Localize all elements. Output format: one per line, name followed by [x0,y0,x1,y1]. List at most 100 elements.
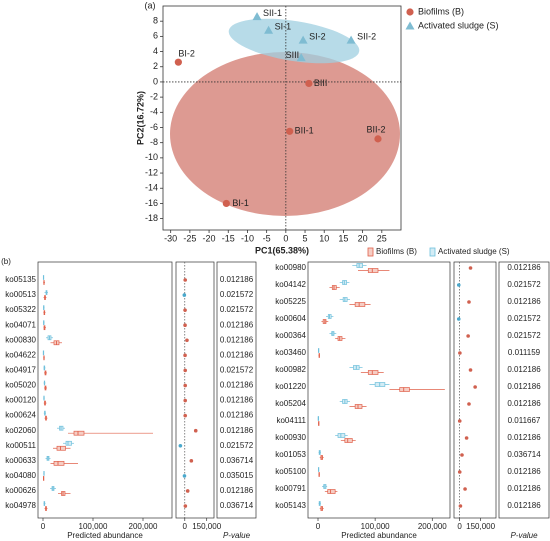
p-value: 0.021572 [220,441,254,450]
difference-dot [467,300,471,304]
p-value: 0.021572 [220,305,254,314]
x-tick-label: -15 [222,233,235,243]
panel-a: (a)-30 -25 -20 -15 -10 -5 0 5 10 15 20 25-18-16-14-… [135,0,498,255]
category-label: ko00791 [275,484,306,493]
pvalue-frame [216,261,257,519]
p-value: 0.021572 [507,280,541,289]
difference-dot [473,385,477,389]
category-label: ko04917 [5,366,36,375]
p-value: 0.036714 [220,456,254,465]
p-value: 0.011667 [508,416,541,425]
p-value: 0.012186 [220,275,254,284]
p-value: 0.012186 [220,411,254,420]
x-tick-label: 100,000 [79,522,108,531]
point-label: SII-1 [263,8,282,18]
category-label: ko03460 [275,348,306,357]
point-label: BI-1 [232,198,249,208]
p-value: 0.012186 [507,433,541,442]
p-value: 0.012186 [507,382,541,391]
y-tick-label: -14 [145,183,158,193]
x-tick-label: 200,000 [129,522,158,531]
biofilm-ellipse [170,52,400,216]
p-value: 0.012186 [507,263,541,272]
p-value: 0.012186 [220,335,254,344]
x-tick-label: 200,000 [418,522,447,531]
category-label: ko04142 [275,280,306,289]
x-tick-label: 25 [377,233,387,243]
difference-dot [189,459,194,463]
box [367,268,379,273]
box-frame [307,261,451,519]
difference-dot [185,338,189,343]
box [344,438,353,443]
p-value: 0.021572 [507,331,541,340]
category-label: ko04978 [5,501,36,510]
point-label: SI-2 [309,32,326,42]
y-tick-label: -16 [145,198,158,208]
y-axis-title: PC2(16.72%) [135,91,145,145]
category-label: ko02060 [5,426,36,435]
difference-frame [453,261,497,519]
difference-dot [182,474,187,478]
p-value: 0.012186 [507,399,541,408]
category-label: ko04111 [276,416,306,425]
p-value: 0.012186 [220,381,254,390]
x-axis-title: Predicted abundance [341,531,417,540]
category-label: ko00604 [275,314,306,323]
difference-dot [183,278,188,282]
p-value: 0.021572 [220,366,254,375]
difference-dot [183,353,187,358]
y-tick-label: 2 [153,61,158,71]
difference-dot [183,383,188,388]
p-value: 0.012186 [507,484,541,493]
p-value: 0.021572 [507,314,541,323]
p-value: 0.012186 [220,396,254,405]
x-tick-label: -20 [203,233,216,243]
box [73,430,85,436]
box [65,440,72,446]
category-label: ko00511 [6,441,37,450]
legend-label: Biofilms (B) [376,247,417,256]
category-label: ko05204 [275,399,306,408]
y-tick-label: -2 [150,91,158,101]
difference-dot [193,428,198,433]
category-label: ko05225 [275,297,306,306]
difference-dot [456,317,461,321]
box [356,263,363,268]
y-tick-label: -6 [150,122,158,132]
category-label: ko05143 [275,501,306,510]
x-axis-title: Predicted abundance [67,531,143,540]
category-label: ko04071 [5,320,36,329]
point [222,199,230,208]
p-value: 0.012186 [220,486,254,495]
point [286,127,294,135]
category-label: ko00980 [275,263,306,272]
legend-marker [367,247,374,257]
category-label: ko00930 [275,433,306,442]
difference-dot [458,351,462,355]
difference-dot [463,487,467,491]
difference-dot [456,283,461,287]
point-label: SI-1 [275,22,292,32]
box [399,387,410,392]
difference-dot [183,504,188,508]
difference-dot [183,368,188,373]
category-label: ko01053 [275,450,306,459]
legend-marker [429,247,436,257]
box [56,445,66,451]
difference-dot [183,398,188,403]
x-tick-label: 0 [41,522,46,531]
pvalue-title: P-value [223,531,251,540]
box [53,460,65,466]
p-value: 0.012186 [507,365,541,374]
x-tick-label: 0 [183,522,188,531]
point [174,58,182,66]
y-tick-label: -8 [150,137,158,147]
difference-frame [175,261,215,519]
panel-label: (b) [1,257,11,266]
difference-dot [466,334,470,338]
x-tick-label: 150,000 [466,522,495,531]
point-label: BI-2 [178,49,195,59]
category-label: ko05135 [5,275,36,284]
